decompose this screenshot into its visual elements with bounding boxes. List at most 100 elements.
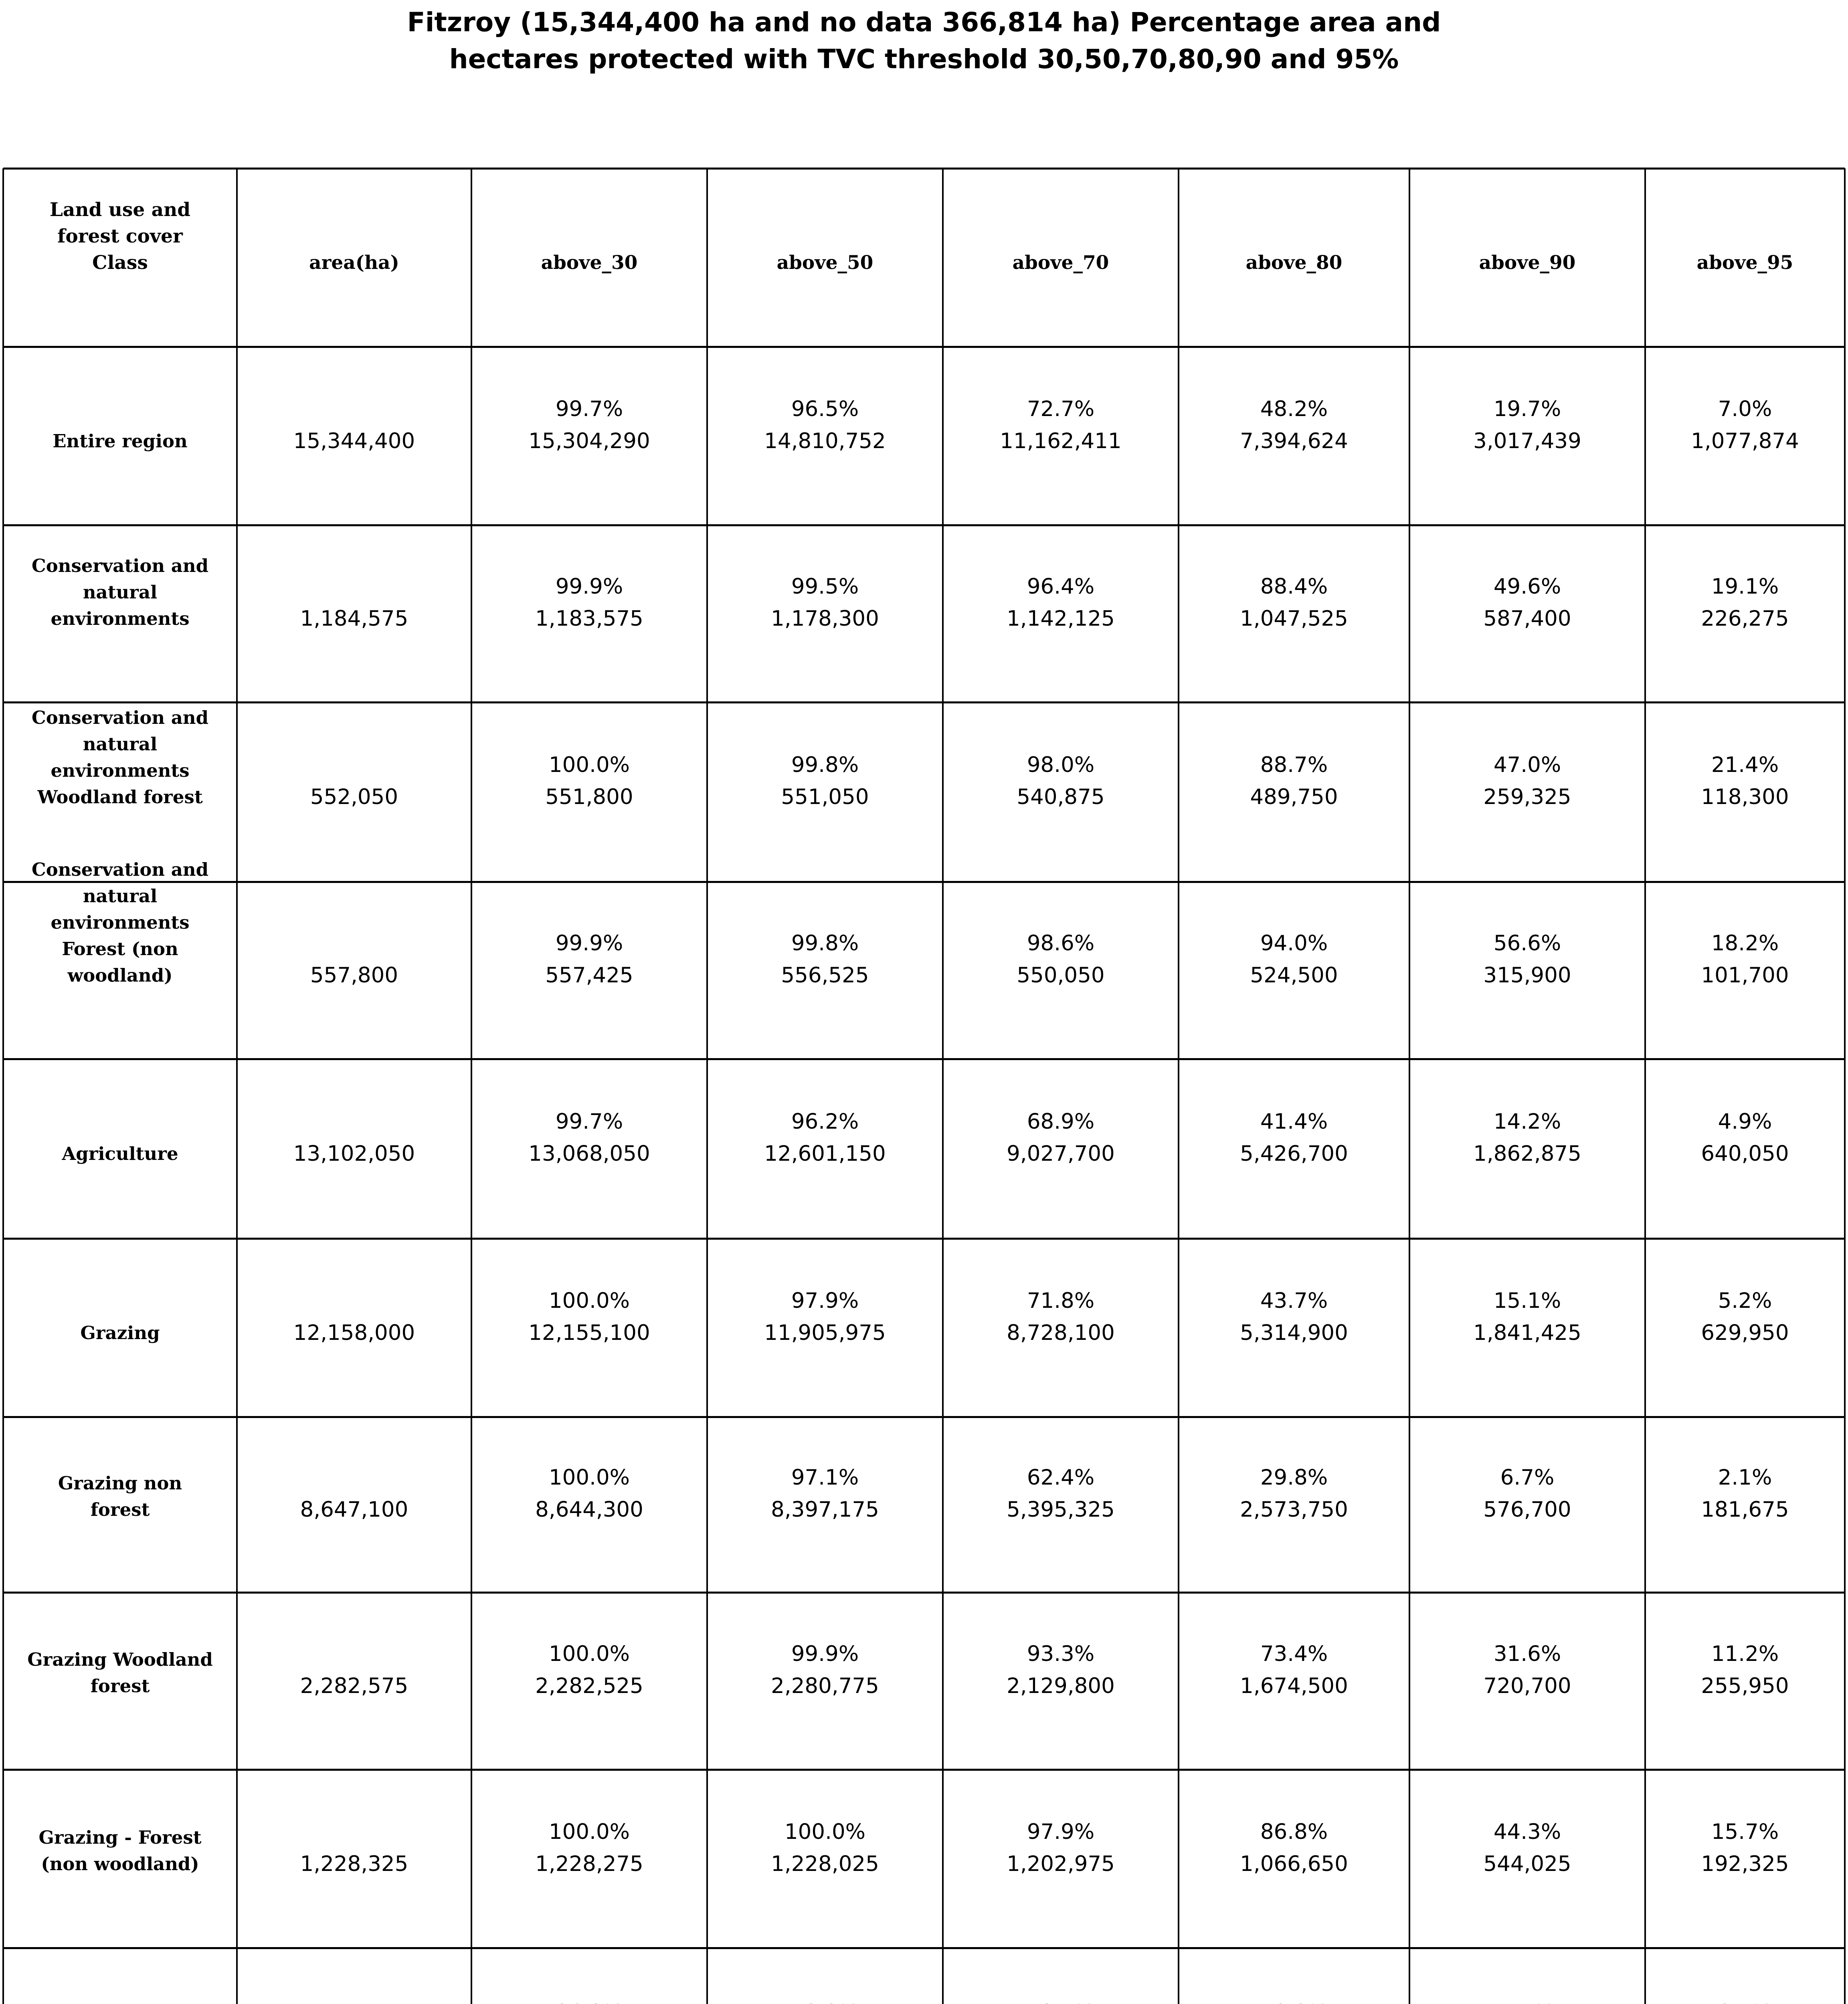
table-row-border [3, 168, 1845, 170]
row-label: Grazing non forest [58, 1473, 182, 1520]
data-cell: 29.8% 2,573,750 [1240, 1465, 1348, 1522]
data-cell: 71.8% 8,728,100 [1007, 1288, 1115, 1345]
data-cell: 94.0% 524,500 [1250, 931, 1338, 988]
table-column-border [942, 168, 944, 2004]
data-cell: 96.2% 12,601,150 [764, 1109, 886, 1166]
page-title-line2: hectares protected with TVC threshold 30… [449, 44, 1399, 75]
data-cell: 1.2% 9,450 [1409, 1948, 1645, 2004]
header-cell: area(ha) [309, 251, 399, 274]
table-row-border [3, 881, 1845, 883]
data-cell: 48.2% 7,394,624 [1240, 396, 1348, 453]
data-cell: 19.1% 226,275 [1701, 574, 1789, 631]
data-cell: 96.4% 1,142,125 [1007, 574, 1115, 631]
page-title: Fitzroy (15,344,400 ha and no data 366,8… [0, 4, 1848, 78]
data-cell: 49.6% 587,400 [1483, 574, 1571, 631]
area-cell: 8,647,100 [300, 1497, 408, 1522]
header-cell: above_80 [1245, 251, 1343, 274]
table-column-border [2, 168, 4, 2004]
data-cell: 10.0% 81,650 [1179, 1948, 1409, 2004]
data-cell: 100.0% 1,228,025 [771, 1819, 879, 1876]
data-cell: 99.8% 556,525 [781, 931, 869, 988]
table-row-border [3, 1058, 1845, 1060]
data-cell: 72.7% 11,162,411 [1000, 396, 1122, 453]
table-column-border [1409, 168, 1410, 2004]
data-cell: 88.4% 1,047,525 [1240, 574, 1348, 631]
data-cell: 11.2% 255,950 [1701, 1642, 1789, 1698]
area-cell: 552,050 [310, 785, 398, 809]
table-row-border [3, 1416, 1845, 1418]
data-cell: 99.7% 15,304,290 [528, 396, 650, 453]
row-label: Entire region [53, 430, 188, 452]
data-cell: 62.4% 5,395,325 [1007, 1465, 1115, 1522]
data-cell: 2.1% 181,675 [1701, 1465, 1789, 1522]
row-label: Conservation and natural environments Fo… [31, 859, 209, 986]
data-cell: 68.9% 9,027,700 [1007, 1109, 1115, 1166]
area-cell: 13,102,050 [293, 1141, 415, 1166]
header-cell: above_90 [1479, 251, 1576, 274]
table-column-border [706, 168, 708, 2004]
data-cell: 15.1% 1,841,425 [1473, 1288, 1581, 1345]
data-cell: 47.0% 259,325 [1483, 753, 1571, 809]
data-cell: 88.7% 489,750 [1250, 753, 1338, 809]
data-cell: 18.2% 101,700 [1701, 931, 1789, 988]
table-row-border [3, 701, 1845, 703]
table-column-border [1644, 168, 1646, 2004]
header-cell: above_95 [1696, 251, 1793, 274]
data-cell: 41.4% 5,426,700 [1240, 1109, 1348, 1166]
row-label: Grazing [80, 1322, 160, 1343]
data-cell: 19.7% 3,017,439 [1473, 396, 1581, 453]
data-cell: 96.5% 14,810,752 [764, 396, 886, 453]
area-cell: 557,800 [310, 963, 398, 988]
data-cell: 31.6% 720,700 [1483, 1642, 1571, 1698]
table-row-border [3, 346, 1845, 348]
table-column-border [1844, 168, 1846, 2004]
data-cell: 15.7% 192,325 [1701, 1819, 1789, 1876]
area-cell: 15,344,400 [293, 428, 415, 453]
row-label: Cropping [3, 1948, 237, 2004]
row-label: Conservation and natural environments Wo… [31, 707, 209, 808]
area-cell: 2,282,575 [300, 1674, 408, 1698]
header-cell: Land use and forest cover Class [49, 198, 191, 274]
data-cell: 43.7% 5,314,900 [1240, 1288, 1348, 1345]
data-cell: 73.3% 595,725 [707, 1948, 943, 2004]
table-row-border [3, 1769, 1845, 1771]
data-cell: 99.9% 2,280,775 [771, 1642, 879, 1698]
page-title-line1: Fitzroy (15,344,400 ha and no data 366,8… [407, 7, 1441, 38]
header-cell: above_70 [1012, 251, 1109, 274]
row-label: Agriculture [62, 1143, 178, 1164]
data-cell: 100.0% 1,228,275 [535, 1819, 643, 1876]
table-row-border [3, 524, 1845, 526]
data-cell: 93.3% 2,129,800 [1007, 1642, 1115, 1698]
row-label: Conservation and natural environments [31, 555, 209, 629]
data-cell: 14.2% 1,862,875 [1473, 1109, 1581, 1166]
row-label: Grazing - Forest (non woodland) [38, 1826, 202, 1875]
table-column-border [236, 168, 238, 2004]
data-cell: 97.9% 1,202,975 [1007, 1819, 1115, 1876]
area-cell: 12,158,000 [293, 1320, 415, 1345]
area-cell: 1,228,325 [300, 1851, 408, 1876]
data-cell: 73.4% 1,674,500 [1240, 1642, 1348, 1698]
data-cell: 4.9% 640,050 [1701, 1109, 1789, 1166]
table-row-border [3, 1238, 1845, 1240]
data-cell: 86.8% 1,066,650 [1240, 1819, 1348, 1876]
data-cell: 7.0% 1,077,874 [1691, 396, 1799, 453]
header-cell: above_30 [541, 251, 638, 274]
data-cell: 6.7% 576,700 [1483, 1465, 1571, 1522]
header-cell: above_50 [776, 251, 873, 274]
data-cell: 100.0% 2,282,525 [535, 1642, 643, 1698]
data-cell: 29.7% 241,175 [943, 1948, 1179, 2004]
data-cell: 21.4% 118,300 [1701, 753, 1789, 809]
data-cell: 0.4% 3,050 [1645, 1948, 1845, 2004]
data-cell: 44.3% 544,025 [1483, 1819, 1571, 1876]
data-cell: 97.1% 8,397,175 [771, 1465, 879, 1522]
data-cell: 99.8% 551,050 [781, 753, 869, 809]
row-label: Grazing Woodland forest [27, 1649, 213, 1697]
table-column-border [471, 168, 472, 2004]
data-cell: 99.5% 1,178,300 [771, 574, 879, 631]
data-cell: 96.9% 788,000 [471, 1948, 707, 2004]
data-cell: 5.2% 629,950 [1701, 1288, 1789, 1345]
data-cell: 100.0% 551,800 [545, 753, 633, 809]
table-row-border [3, 1947, 1845, 1949]
